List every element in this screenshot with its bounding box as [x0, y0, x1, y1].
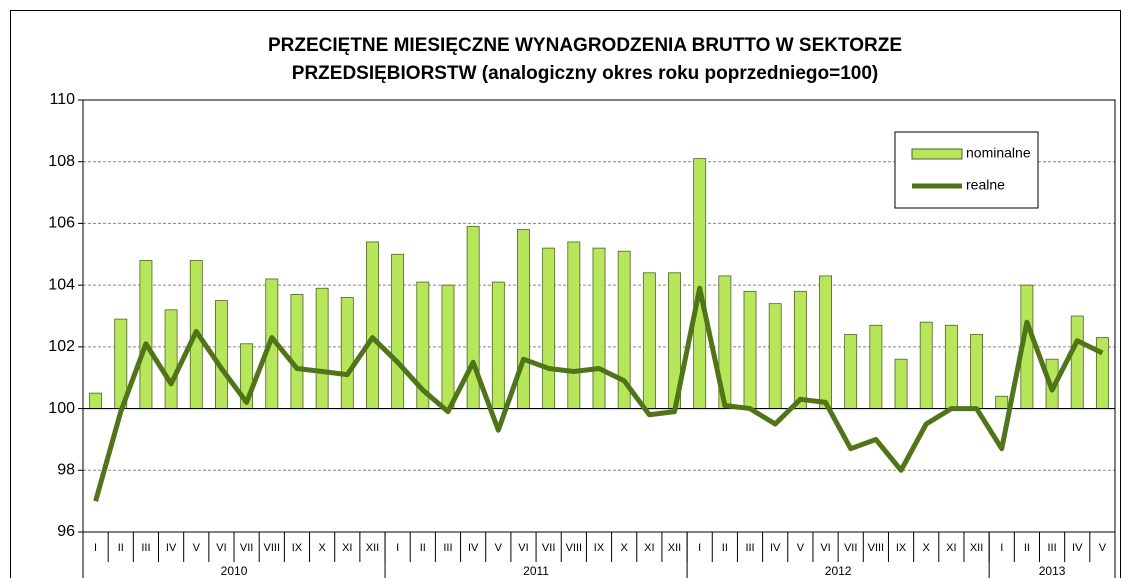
y-tick-label: 100: [48, 400, 75, 417]
legend-box: [894, 131, 1039, 209]
bar: [290, 293, 304, 409]
bar: [366, 241, 379, 409]
x-tick-label: VII: [240, 542, 253, 554]
x-tick-label: VII: [844, 542, 857, 554]
chart-title: PRZEDSIĘBIORSTW (analogiczny okres roku …: [292, 63, 878, 84]
x-tick-label: IV: [468, 542, 479, 554]
legend-label: realne: [966, 177, 1005, 193]
x-tick-label: I: [698, 542, 701, 554]
x-tick-label: V: [193, 542, 201, 554]
bar: [567, 241, 581, 409]
x-tick-label: I: [94, 542, 97, 554]
bar: [970, 334, 984, 409]
bar: [89, 392, 103, 409]
x-tick-label: II: [118, 542, 124, 554]
x-tick-label: I: [1000, 542, 1003, 554]
x-tick-label: VII: [542, 542, 555, 554]
x-tick-label: II: [722, 542, 728, 554]
x-tick-label: V: [1099, 542, 1107, 554]
x-tick-label: XI: [644, 542, 654, 554]
y-tick-label: 102: [48, 338, 75, 355]
x-tick-label: V: [495, 542, 503, 554]
x-tick-label: II: [420, 542, 426, 554]
y-tick-label: 96: [57, 523, 75, 540]
x-tick-label: IX: [292, 542, 303, 554]
y-tick-label: 110: [49, 91, 75, 108]
x-tick-label: VI: [216, 542, 226, 554]
bar: [315, 287, 329, 409]
bar: [592, 247, 606, 409]
bar: [340, 297, 354, 409]
bar: [214, 300, 228, 409]
x-tick-label: VI: [820, 542, 830, 554]
x-tick-label: VIII: [566, 542, 583, 554]
x-tick-label: VI: [518, 542, 528, 554]
x-tick-label: III: [443, 542, 452, 554]
y-tick-label: 104: [48, 276, 75, 293]
x-tick-label: I: [396, 542, 399, 554]
x-tick-label: VIII: [264, 542, 281, 554]
x-tick-label: XI: [946, 542, 956, 554]
bar: [844, 334, 858, 409]
bar: [894, 358, 908, 409]
bar: [819, 275, 832, 409]
x-tick-label: IX: [896, 542, 907, 554]
x-tick-label: V: [797, 542, 805, 554]
bar: [793, 290, 807, 409]
y-tick-label: 98: [57, 462, 75, 479]
legend-swatch: [911, 148, 963, 160]
bar: [743, 290, 757, 409]
bar: [919, 321, 933, 409]
bar: [944, 324, 958, 409]
x-tick-label: X: [318, 542, 326, 554]
bar: [995, 395, 1009, 409]
x-tick-label: III: [745, 542, 754, 554]
year-label: 2013: [1039, 564, 1066, 578]
x-tick-label: IV: [770, 542, 781, 554]
year-label: 2011: [523, 564, 549, 578]
x-tick-label: III: [1047, 542, 1056, 554]
year-label: 2012: [825, 564, 852, 578]
x-tick-label: XI: [342, 542, 352, 554]
frame: [10, 10, 1121, 578]
y-tick-label: 108: [48, 153, 75, 170]
x-tick-label: XII: [668, 542, 681, 554]
bar: [517, 229, 530, 409]
bar: [139, 260, 153, 409]
chart-title: PRZECIĘTNE MIESIĘCZNE WYNAGRODZENIA BRUT…: [268, 35, 902, 56]
x-tick-label: VIII: [868, 542, 885, 554]
year-label: 2010: [221, 564, 248, 578]
x-tick-label: IV: [1072, 542, 1083, 554]
bar: [869, 324, 883, 409]
bar: [164, 309, 178, 409]
x-tick-label: III: [141, 542, 150, 554]
bar: [391, 253, 405, 409]
x-tick-label: XII: [970, 542, 983, 554]
bar: [1070, 315, 1084, 409]
bar: [693, 158, 707, 409]
y-tick-label: 106: [48, 215, 75, 232]
x-tick-label: XII: [366, 542, 379, 554]
bar: [491, 281, 505, 409]
x-tick-label: IV: [166, 542, 177, 554]
plot-area: [82, 99, 1116, 533]
x-tick-label: X: [923, 542, 931, 554]
bar: [642, 272, 656, 409]
x-tick-label: II: [1024, 542, 1030, 554]
bar: [768, 303, 782, 409]
bar: [466, 226, 480, 409]
bar: [441, 284, 455, 409]
x-tick-label: IX: [594, 542, 605, 554]
x-tick-label: X: [620, 542, 628, 554]
bar: [542, 247, 556, 409]
line: [93, 285, 1104, 502]
legend-label: nominalne: [966, 145, 1031, 161]
